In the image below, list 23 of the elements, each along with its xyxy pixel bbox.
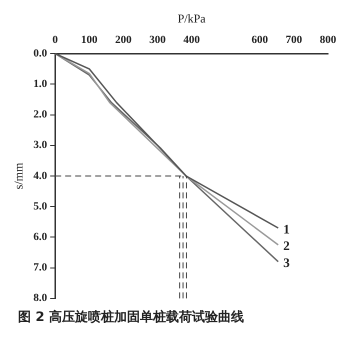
x-tick-label: 300 — [149, 34, 166, 46]
y-tick-label: 5.0 — [33, 200, 48, 212]
series-label: 3 — [283, 255, 290, 270]
y-tick-label: 8.0 — [33, 292, 48, 304]
y-tick-label: 1.0 — [33, 78, 48, 90]
y-tick-label: 4.0 — [33, 170, 48, 182]
series-label: 2 — [283, 238, 290, 254]
y-tick-label: 2.0 — [33, 108, 48, 121]
x-tick-label: 800 — [320, 34, 337, 46]
series-label: 1 — [283, 221, 290, 236]
y-tick-label: 7.0 — [33, 262, 48, 274]
x-tick-label: 200 — [115, 34, 132, 46]
x-tick-label: 700 — [286, 34, 303, 46]
y-tick-label: 3.0 — [33, 139, 48, 152]
x-tick-label: 600 — [252, 34, 269, 46]
x-axis-title: P/kPa — [178, 11, 206, 26]
text: 图 2 高压旋喷桩加固单桩载荷试验曲线 — [18, 308, 246, 326]
x-tick-label: 100 — [81, 34, 98, 46]
y-tick-label: 6.0 — [33, 231, 48, 244]
x-tick-label: 0 — [52, 34, 58, 46]
x-tick-label: 400 — [183, 34, 200, 46]
y-axis-title: s/mm — [11, 162, 26, 190]
y-tick-label: 0.0 — [33, 47, 48, 60]
